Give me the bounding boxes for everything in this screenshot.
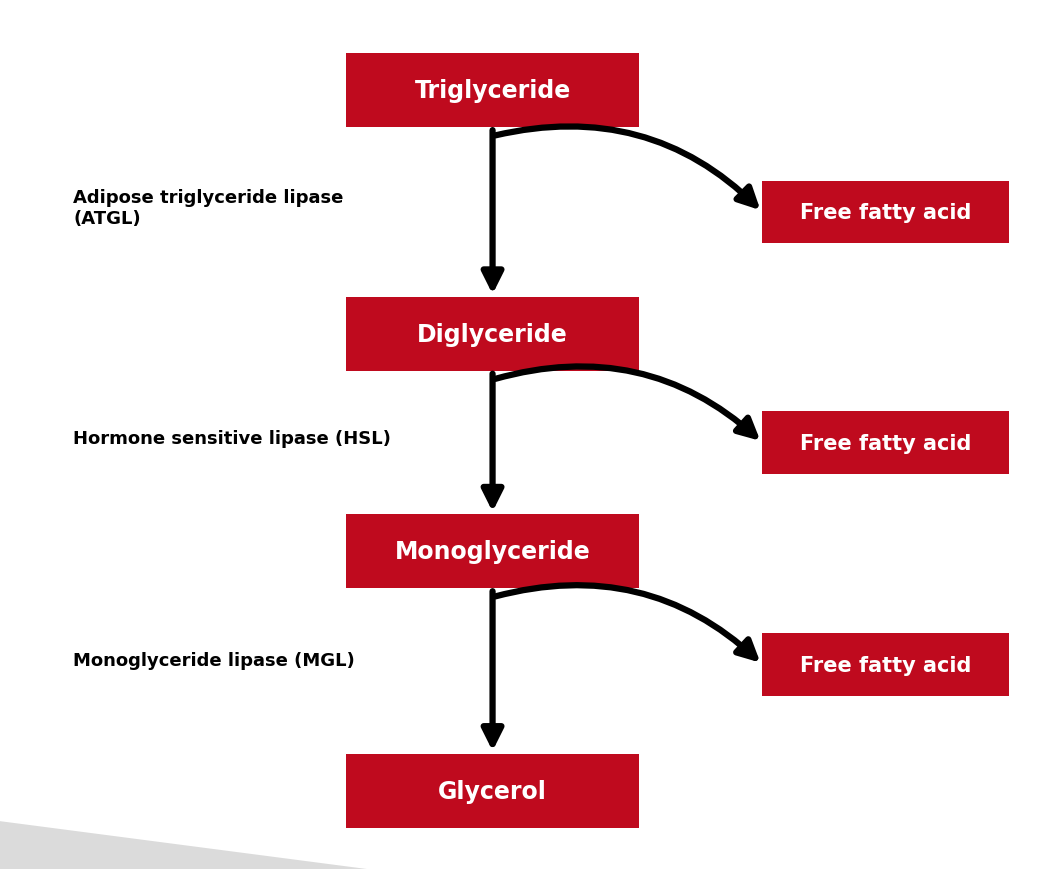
FancyBboxPatch shape: [346, 297, 639, 372]
FancyBboxPatch shape: [346, 54, 639, 128]
Text: Monoglyceride lipase (MGL): Monoglyceride lipase (MGL): [73, 652, 355, 669]
Text: Monoglyceride: Monoglyceride: [395, 540, 590, 564]
Text: Triglyceride: Triglyceride: [414, 79, 571, 103]
FancyBboxPatch shape: [346, 514, 639, 589]
Text: Free fatty acid: Free fatty acid: [800, 434, 971, 453]
FancyArrowPatch shape: [496, 367, 756, 436]
FancyBboxPatch shape: [763, 412, 1008, 474]
FancyBboxPatch shape: [763, 634, 1008, 696]
Polygon shape: [0, 821, 367, 869]
FancyBboxPatch shape: [763, 182, 1008, 244]
Text: Glycerol: Glycerol: [438, 779, 547, 803]
Text: Adipose triglyceride lipase
(ATGL): Adipose triglyceride lipase (ATGL): [73, 189, 344, 228]
Text: Hormone sensitive lipase (HSL): Hormone sensitive lipase (HSL): [73, 430, 391, 448]
FancyArrowPatch shape: [496, 127, 756, 206]
Text: Free fatty acid: Free fatty acid: [800, 655, 971, 674]
FancyBboxPatch shape: [346, 753, 639, 827]
FancyArrowPatch shape: [496, 586, 756, 658]
Text: Diglyceride: Diglyceride: [417, 322, 568, 347]
Text: Free fatty acid: Free fatty acid: [800, 203, 971, 222]
